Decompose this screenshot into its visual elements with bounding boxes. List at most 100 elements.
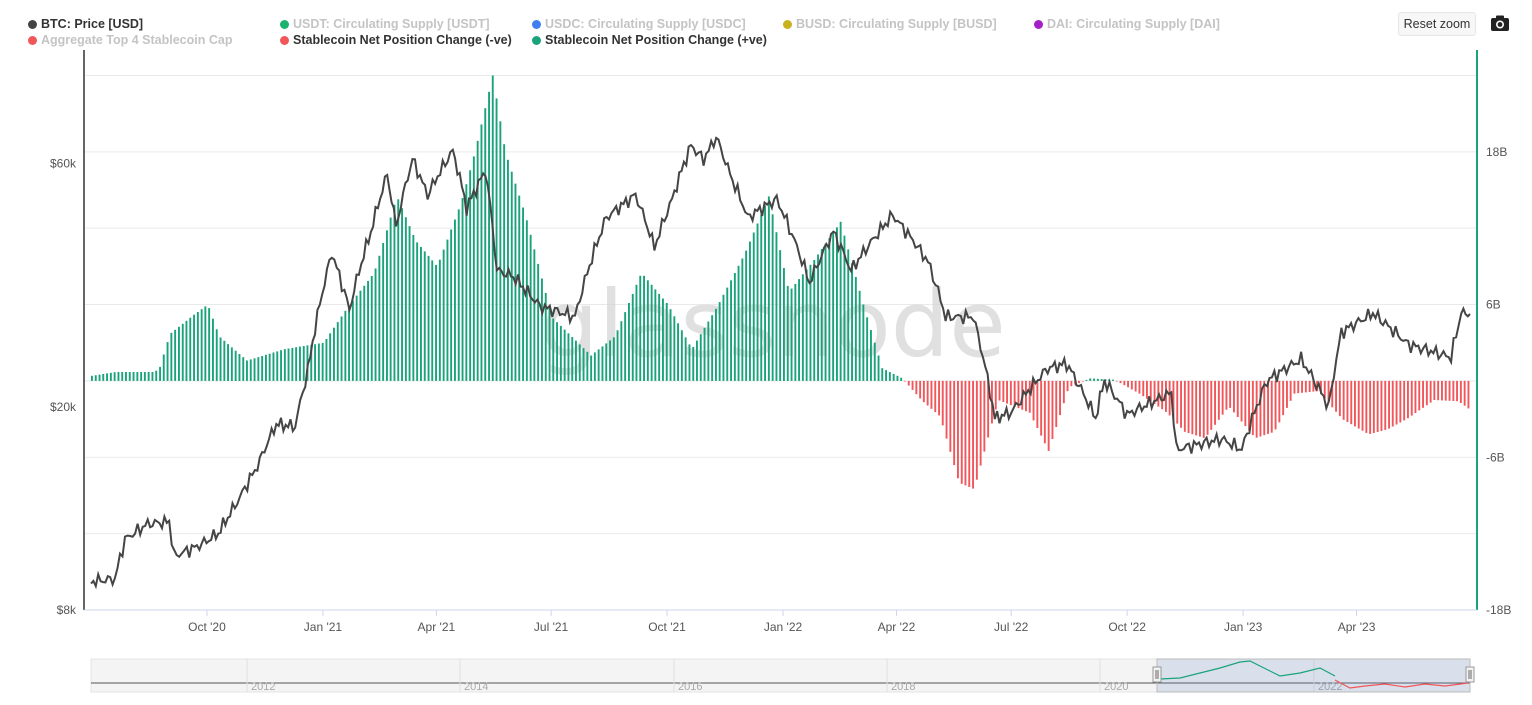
positive-bar [733,273,736,381]
x-tick-label: Apr '21 [418,620,456,634]
negative-bar [1263,380,1266,436]
negative-bar [1327,380,1330,403]
positive-bar [669,309,672,381]
legend-item[interactable]: Stablecoin Net Position Change (+ve) [532,33,767,47]
navigator-tick-label: 2022 [1318,681,1342,693]
camera-icon[interactable] [1490,14,1510,32]
negative-bar [1078,380,1080,384]
navigator[interactable]: 2012 2014 2016 2018 2020 2022 [90,658,1475,693]
negative-bar [1441,380,1443,401]
positive-bar [858,290,861,381]
positive-bar [454,219,456,381]
positive-bar [1093,378,1095,381]
positive-bar [522,207,524,381]
negative-bar [1437,380,1440,401]
negative-bar [1070,380,1073,387]
negative-bar [1388,380,1390,429]
positive-bar [722,294,725,381]
reset-zoom-button[interactable]: Reset zoom [1398,12,1476,36]
negative-bar [1210,380,1213,430]
navigator-positive-line [1159,660,1336,680]
legend-item[interactable]: Aggregate Top 4 Stablecoin Cap [28,33,232,47]
positive-bar [484,108,487,381]
negative-bar [1168,380,1171,416]
positive-bar [888,372,891,381]
positive-bar [582,348,585,381]
legend-dot-icon [280,19,289,29]
negative-bar [1199,380,1201,437]
positive-bar [1085,379,1088,381]
negative-bar [1006,380,1008,404]
negative-bar [1217,380,1220,420]
positive-bar [658,293,661,381]
negative-bar [1407,380,1409,419]
navigator-handle[interactable] [1465,666,1475,683]
positive-bar [344,310,347,381]
positive-bar [469,170,472,381]
positive-bar [801,274,804,381]
negative-bar [1206,380,1209,435]
positive-bar [646,280,649,381]
negative-bar [1270,380,1273,433]
navigator-handle[interactable] [1152,666,1162,683]
negative-bar [926,380,929,406]
positive-bar [1089,378,1092,381]
legend-label: BUSD: Circulating Supply [BUSD] [796,17,997,31]
negative-bar [934,380,937,413]
legend-item[interactable]: Stablecoin Net Position Change (-ve) [280,33,512,47]
negative-bar [1354,380,1356,427]
net-position-bars [91,75,1470,489]
negative-bar [922,380,925,403]
positive-bar [238,354,241,381]
positive-bar [121,372,124,381]
positive-bar [435,264,437,381]
positive-bar [348,305,350,381]
positive-bar [246,360,248,381]
positive-bar [370,276,373,381]
legend-item[interactable]: USDT: Circulating Supply [USDT] [280,17,490,31]
legend-item[interactable]: DAI: Circulating Supply [DAI] [1034,17,1220,31]
positive-bar [677,323,679,381]
positive-bar [162,354,165,381]
negative-bar [1051,380,1054,439]
positive-bar [378,255,381,381]
negative-bar [1161,380,1164,410]
positive-bar [779,250,782,381]
positive-bar [140,372,143,381]
navigator-tick-label: 2020 [1104,681,1128,693]
negative-bar [1297,380,1300,394]
positive-bar [465,184,468,381]
positive-bar [219,337,222,381]
positive-bar [703,327,706,381]
positive-bar [684,337,687,381]
positive-bar [106,373,108,381]
positive-bar [862,304,865,381]
negative-bar [1233,380,1235,413]
negative-bar [1425,380,1428,406]
positive-bar [363,285,366,381]
negative-bar [904,380,906,382]
positive-bar [185,320,188,381]
negative-bar [1346,380,1349,422]
negative-bar [1301,380,1303,393]
negative-bar [1429,380,1432,403]
x-tick-label: Jan '22 [764,620,803,634]
legend-item[interactable]: BUSD: Circulating Supply [BUSD] [783,17,997,31]
positive-bar [805,269,808,381]
positive-bar [249,359,252,381]
positive-bar [839,221,842,381]
negative-bar [1225,380,1228,410]
positive-bar [1096,378,1099,381]
negative-bar [998,380,1001,401]
positive-bar [597,349,600,381]
negative-bar [915,380,918,395]
legend-item[interactable]: BTC: Price [USD] [28,17,143,31]
navigator-selection[interactable] [1156,658,1471,693]
positive-bar [397,199,400,381]
navigator-track[interactable] [90,658,1471,693]
negative-bar [1282,380,1285,416]
legend-item[interactable]: USDC: Circulating Supply [USDC] [532,17,746,31]
negative-bar [1134,380,1137,392]
positive-bar [457,209,460,381]
